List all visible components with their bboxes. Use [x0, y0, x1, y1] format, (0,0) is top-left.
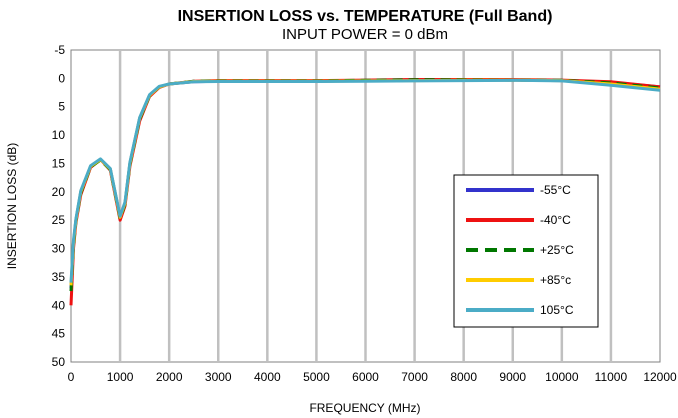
legend-label: -55°C — [540, 183, 571, 197]
y-tick-label: 30 — [52, 242, 66, 256]
y-tick-label: 50 — [52, 355, 66, 369]
y-tick-label: 20 — [52, 185, 66, 199]
x-tick-label: 3000 — [205, 370, 232, 384]
legend-label: 105°C — [540, 303, 574, 317]
x-tick-label: 7000 — [401, 370, 428, 384]
x-tick-label: 9000 — [499, 370, 526, 384]
x-tick-label: 4000 — [254, 370, 281, 384]
legend-label: -40°C — [540, 213, 571, 227]
y-tick-label: 5 — [58, 100, 65, 114]
y-tick-label: 40 — [52, 298, 66, 312]
x-tick-label: 11000 — [595, 370, 628, 384]
x-tick-label: 0 — [68, 370, 75, 384]
y-tick-label: 25 — [52, 213, 66, 227]
y-axis-label: INSERTION LOSS (dB) — [5, 143, 19, 269]
y-tick-label: 10 — [52, 128, 66, 142]
x-tick-label: 12000 — [643, 370, 677, 384]
x-tick-label: 8000 — [450, 370, 477, 384]
y-tick-label: 0 — [58, 71, 65, 85]
legend-label: +85°c — [540, 273, 571, 287]
x-tick-label: 1000 — [107, 370, 134, 384]
series-line — [69, 78, 661, 283]
y-tick-label: 45 — [52, 327, 66, 341]
x-tick-label: 2000 — [156, 370, 183, 384]
x-tick-label: 5000 — [303, 370, 330, 384]
x-tick-label: 10000 — [545, 370, 579, 384]
chart-subtitle: INPUT POWER = 0 dBm — [282, 26, 448, 43]
legend-items: -55°C -40°C +25°C +85°c 105°C — [466, 183, 574, 317]
legend-label: +25°C — [540, 243, 574, 257]
x-tick-labels: 0 1000 2000 3000 4000 5000 6000 7000 8000 9000 100… — [68, 370, 677, 384]
y-tick-label: 35 — [52, 270, 66, 284]
series-layer — [69, 78, 661, 306]
x-tick-label: 6000 — [352, 370, 379, 384]
legend: -55°C -40°C +25°C +85°c 105°C — [453, 174, 599, 328]
y-tick-labels: -5 0 5 10 15 20 25 30 35 40 45 50 — [52, 43, 66, 369]
x-axis-label: FREQUENCY (MHz) — [309, 401, 420, 415]
y-tick-label: -5 — [54, 43, 65, 57]
chart-title: INSERTION LOSS vs. TEMPERATURE (Full Ban… — [178, 8, 553, 25]
y-tick-label: 15 — [52, 156, 66, 170]
